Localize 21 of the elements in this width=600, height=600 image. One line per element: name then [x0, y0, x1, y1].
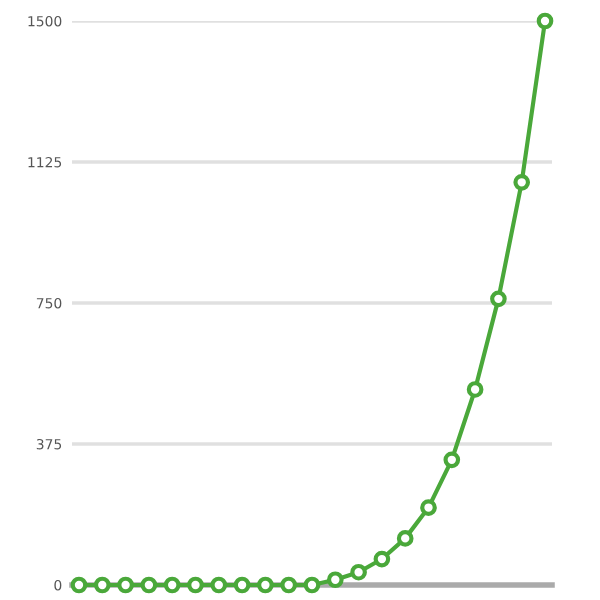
point [373, 550, 391, 568]
point [490, 290, 507, 308]
point [420, 499, 437, 516]
point [70, 576, 88, 594]
point [140, 576, 158, 594]
point [536, 12, 554, 30]
point [93, 576, 111, 594]
point [326, 571, 344, 589]
point [187, 576, 204, 594]
point [466, 381, 484, 398]
point [396, 530, 414, 547]
point [233, 576, 251, 594]
point [350, 563, 367, 581]
point [513, 173, 531, 191]
point [257, 576, 274, 594]
point [303, 576, 321, 594]
point [210, 576, 228, 594]
point [443, 451, 461, 469]
point [117, 576, 134, 594]
point [280, 576, 298, 594]
point [163, 576, 181, 594]
